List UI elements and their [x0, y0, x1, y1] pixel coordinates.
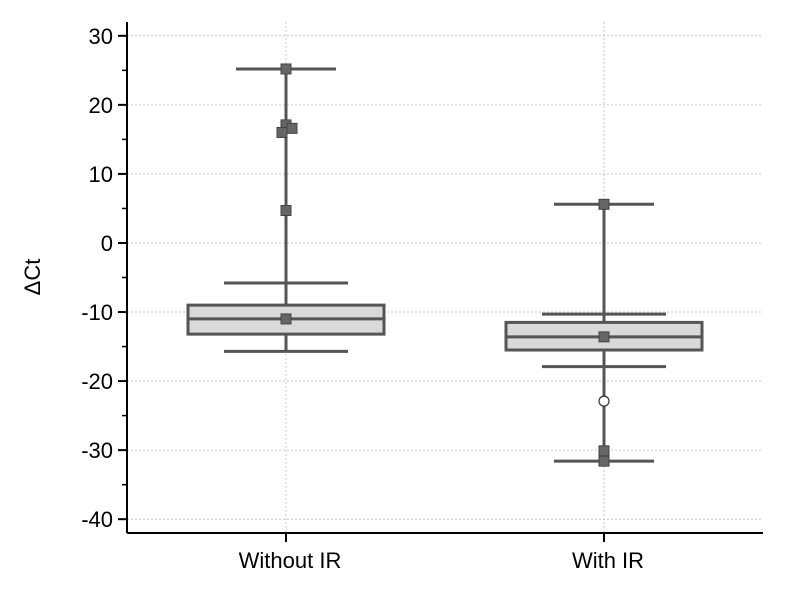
y-tick-label: 20: [89, 93, 113, 118]
y-tick-label: 10: [89, 162, 113, 187]
outlier-point: [598, 198, 610, 210]
outlier-point: [276, 126, 288, 138]
mean-marker: [598, 331, 610, 343]
outlier-open-point: [598, 395, 610, 407]
x-tick-label: Without IR: [239, 548, 342, 573]
axes: [126, 22, 763, 534]
y-tick-label: 0: [101, 231, 113, 256]
outlier-point: [598, 445, 610, 457]
box-marks: [186, 63, 704, 467]
x-axis-tick-labels: Without IR With IR: [239, 548, 644, 573]
outlier-point: [280, 205, 292, 217]
mean-marker: [280, 313, 292, 325]
y-tick-label: -40: [81, 507, 113, 532]
y-tick-label: -20: [81, 369, 113, 394]
outlier-point: [286, 122, 298, 134]
y-tick-label: -10: [81, 300, 113, 325]
y-tick-label: 30: [89, 24, 113, 49]
y-tick-label: -30: [81, 438, 113, 463]
grid-lines: [127, 22, 763, 533]
box-group: [186, 63, 386, 353]
outlier-point: [598, 455, 610, 467]
y-axis-ticks: 30 20 10 0 -10 -20 -30 -40: [81, 24, 605, 542]
box-group: [504, 198, 704, 467]
y-axis-title: ΔCt: [20, 259, 45, 296]
outlier-point: [280, 63, 292, 75]
x-tick-label: With IR: [572, 548, 644, 573]
